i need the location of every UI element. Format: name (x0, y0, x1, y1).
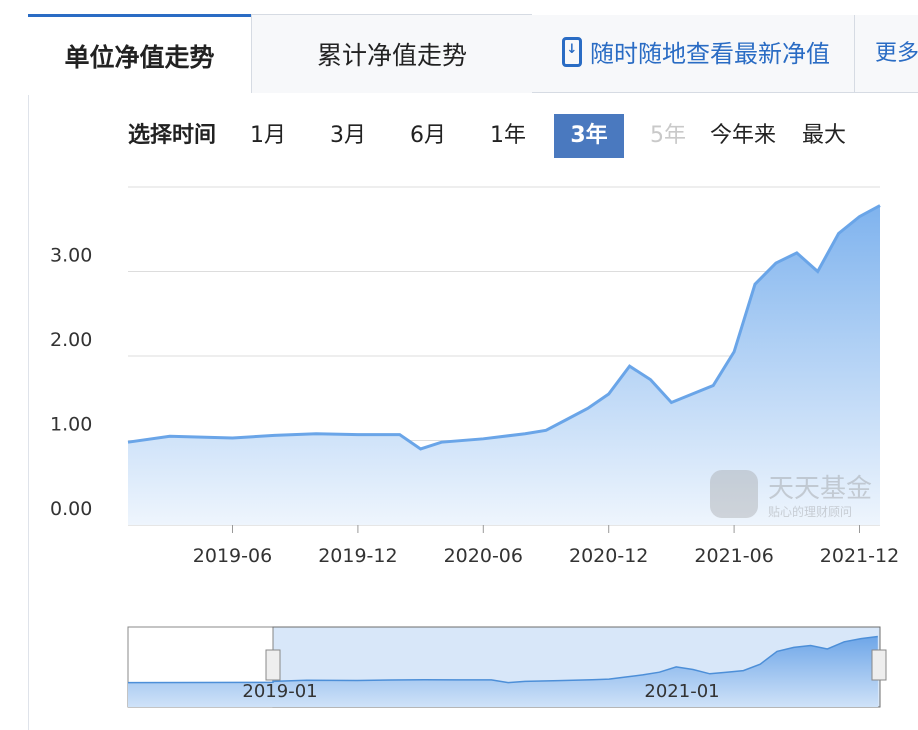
range-max[interactable]: 最大 (802, 123, 847, 148)
y-tick-label: 2.00 (50, 329, 92, 351)
tab-unit-nav[interactable]: 单位净值走势 (28, 14, 251, 95)
tab-bar: 累计净值走势 单位净值走势 ↓ 随时随地查看最新净值 更多› (28, 14, 918, 95)
y-tick-label: 3.00 (50, 245, 92, 267)
range-1m[interactable]: 1月 (250, 123, 286, 148)
range-3y[interactable]: 3年 (554, 114, 624, 158)
x-tick-label: 2021-12 (820, 545, 899, 567)
nav-area (128, 205, 880, 525)
range-6m[interactable]: 6月 (410, 123, 446, 148)
navigator-line (127, 635, 878, 684)
x-tick-label: 2020-12 (569, 545, 648, 567)
y-tick-label: 0.00 (50, 498, 92, 520)
more-link[interactable]: 更多› (854, 15, 918, 92)
watermark-brand: 天天基金 (768, 474, 872, 504)
range-1y[interactable]: 1年 (490, 123, 526, 148)
navigator-area (128, 636, 878, 707)
watermark-slogan: 贴心的理财顾问 (768, 504, 852, 519)
panel-frame (28, 14, 918, 730)
range-ytd[interactable]: 今年来 (710, 123, 777, 148)
navigator-right-handle[interactable] (871, 649, 887, 681)
x-tick-label: 2019-12 (318, 545, 397, 567)
navigator-label: 2021-01 (644, 681, 719, 702)
promo-text: 随时随地查看最新净值 (590, 40, 830, 68)
x-tick-label: 2019-06 (193, 545, 272, 567)
navigator-left-handle[interactable] (265, 649, 281, 681)
nav-line (127, 204, 881, 451)
navigator-label: 2019-01 (242, 681, 317, 702)
range-3m[interactable]: 3月 (330, 123, 366, 148)
tab-cumulative-nav[interactable]: 累计净值走势 (251, 14, 532, 93)
x-tick-label: 2020-06 (444, 545, 523, 567)
promo-link[interactable]: ↓ 随时随地查看最新净值 (532, 15, 854, 92)
phone-download-icon: ↓ (562, 37, 582, 67)
x-tick-label: 2021-06 (694, 545, 773, 567)
y-tick-label: 1.00 (50, 414, 92, 436)
range-5y: 5年 (650, 123, 686, 148)
range-label: 选择时间 (128, 123, 217, 148)
watermark-logo: 天天基金 贴心的理财顾问 (710, 470, 872, 519)
